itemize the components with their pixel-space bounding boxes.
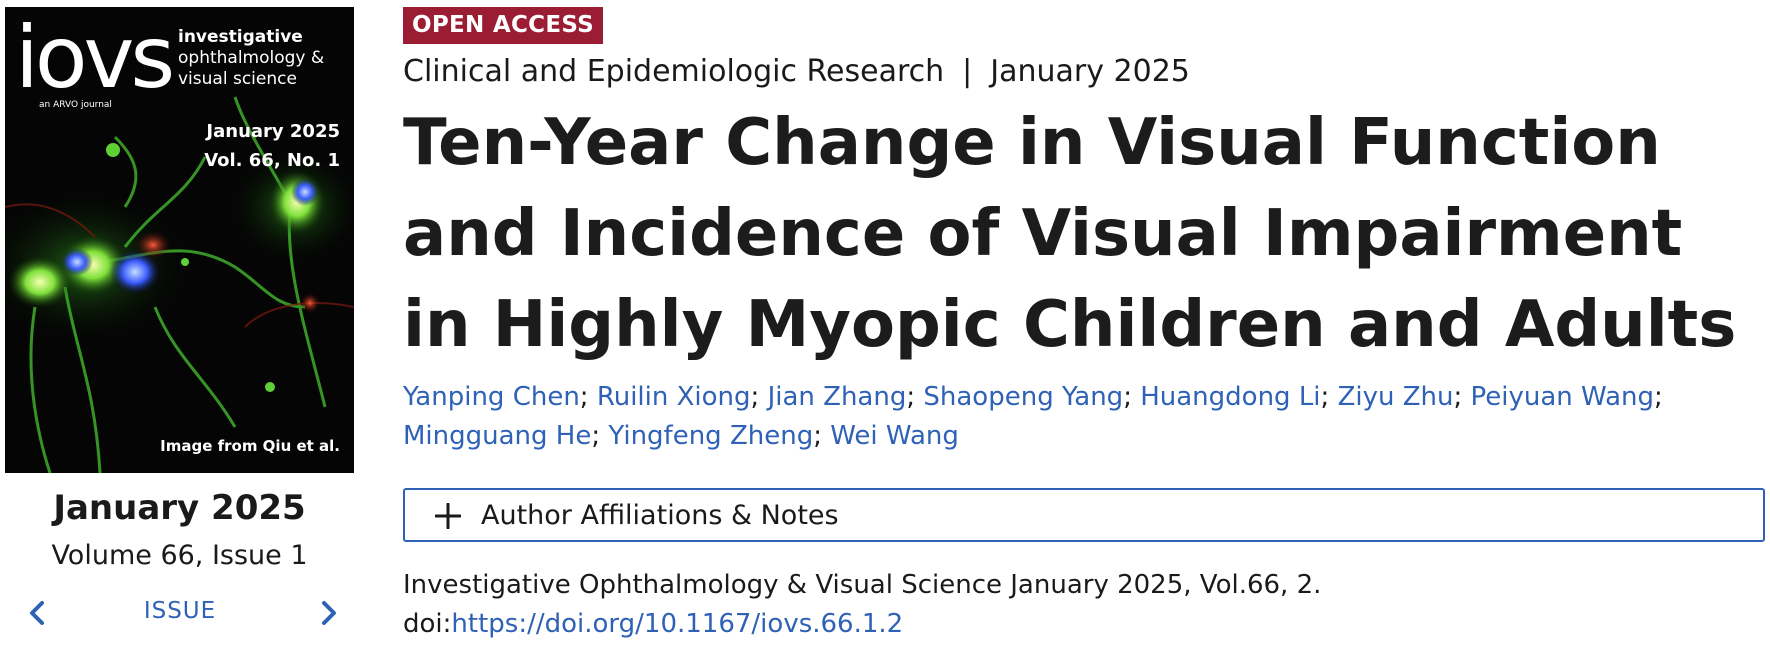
article-meta-line: Clinical and Epidemiologic Research | Janu… xyxy=(403,54,1190,89)
chevron-left-icon[interactable] xyxy=(26,600,48,626)
author-link[interactable]: Huangdong Li xyxy=(1140,382,1321,412)
author-link[interactable]: Shaopeng Yang xyxy=(923,382,1124,412)
cover-masthead: iovs xyxy=(15,8,175,108)
cover-date: January 2025 xyxy=(206,121,340,142)
author-separator: ; xyxy=(1654,382,1663,412)
author-link[interactable]: Ziyu Zhu xyxy=(1337,382,1454,412)
cover-journal-line3: visual science xyxy=(178,69,297,89)
open-access-badge: OPEN ACCESS xyxy=(403,7,604,44)
article-section: Clinical and Epidemiologic Research xyxy=(403,54,945,89)
cover-journal-line1: investigative xyxy=(178,27,303,47)
chevron-right-icon[interactable] xyxy=(318,600,340,626)
author-separator: ; xyxy=(1320,382,1330,412)
cover-issue-info: January 2025 Vol. 66, No. 1 xyxy=(204,117,340,175)
cover-micrograph xyxy=(5,7,354,473)
citation-block: Investigative Ophthalmology & Visual Sci… xyxy=(403,566,1763,644)
author-separator: ; xyxy=(1453,382,1463,412)
issue-link[interactable]: ISSUE xyxy=(143,598,217,624)
doi-prefix: doi: xyxy=(403,609,452,639)
author-separator: ; xyxy=(813,421,822,451)
author-link[interactable]: Ruilin Xiong xyxy=(596,382,751,412)
author-separator: ; xyxy=(1123,382,1132,412)
cover-image-credit: Image from Qiu et al. xyxy=(160,437,340,455)
cover-journal-line2: ophthalmology & xyxy=(178,48,325,68)
plus-icon xyxy=(434,502,462,530)
affiliations-label: Author Affiliations & Notes xyxy=(481,500,839,531)
author-separator: ; xyxy=(579,382,589,412)
issue-cover-image[interactable]: iovs investigative ophthalmology & visua… xyxy=(5,7,354,473)
article-title: Ten-Year Change in Visual Function and I… xyxy=(403,106,1737,362)
author-link[interactable]: Peiyuan Wang xyxy=(1470,382,1655,412)
cover-journal-name: investigative ophthalmology & visual sci… xyxy=(178,27,353,90)
author-link[interactable]: Yanping Chen xyxy=(403,382,580,412)
author-list: Yanping Chen; Ruilin Xiong; Jian Zhang; … xyxy=(403,378,1763,456)
author-separator: ; xyxy=(591,421,601,451)
meta-separator: | xyxy=(962,54,973,89)
issue-date: January 2025 xyxy=(53,488,306,528)
author-affiliations-toggle[interactable]: Author Affiliations & Notes xyxy=(403,488,1765,542)
doi-line: doi:https://doi.org/10.1167/iovs.66.1.2 xyxy=(403,605,1763,644)
author-separator: ; xyxy=(750,382,760,412)
issue-navigation: ISSUE xyxy=(20,594,340,634)
author-link[interactable]: Jian Zhang xyxy=(767,382,907,412)
author-link[interactable]: Yingfeng Zheng xyxy=(608,421,814,451)
author-separator: ; xyxy=(906,382,916,412)
doi-link[interactable]: https://doi.org/10.1167/iovs.66.1.2 xyxy=(451,609,904,639)
author-link[interactable]: Mingguang He xyxy=(403,421,592,451)
cover-volume: Vol. 66, No. 1 xyxy=(204,150,340,171)
issue-volume: Volume 66, Issue 1 xyxy=(51,540,308,571)
article-pub-date: January 2025 xyxy=(990,54,1190,89)
citation-text: Investigative Ophthalmology & Visual Sci… xyxy=(403,570,1322,600)
author-link[interactable]: Wei Wang xyxy=(830,421,959,451)
cover-arvo-tag: an ARVO journal xyxy=(39,100,112,110)
